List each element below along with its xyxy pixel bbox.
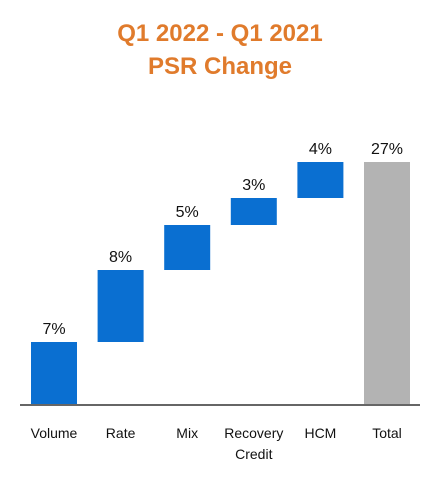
bar-4 [297, 162, 344, 198]
chart-subtitle: PSR Change [147, 53, 293, 80]
category-label-5: Total [372, 425, 402, 441]
data-label-0: 7% [42, 321, 65, 338]
data-label-3: 3% [242, 177, 265, 194]
bar-3 [230, 198, 277, 225]
chart-title: Q1 2022 - Q1 2021 [117, 20, 323, 47]
category-label-2: Mix [176, 425, 198, 441]
bar-1 [97, 270, 144, 342]
data-label-1: 8% [109, 249, 132, 266]
data-label-2: 5% [176, 204, 199, 221]
data-label-5: 27% [371, 141, 403, 158]
category-label-0: Volume [31, 425, 78, 441]
bar-0 [31, 342, 77, 405]
bar-2 [164, 225, 211, 270]
category-label-1: Rate [106, 425, 136, 441]
bar-5 [364, 162, 410, 405]
category-label-3: Recovery Credit [224, 425, 283, 462]
data-label-4: 4% [309, 141, 332, 158]
category-label-4: HCM [304, 425, 336, 441]
